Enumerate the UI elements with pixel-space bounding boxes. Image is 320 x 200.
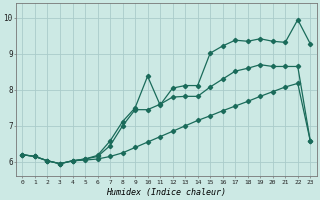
X-axis label: Humidex (Indice chaleur): Humidex (Indice chaleur) (106, 188, 226, 197)
